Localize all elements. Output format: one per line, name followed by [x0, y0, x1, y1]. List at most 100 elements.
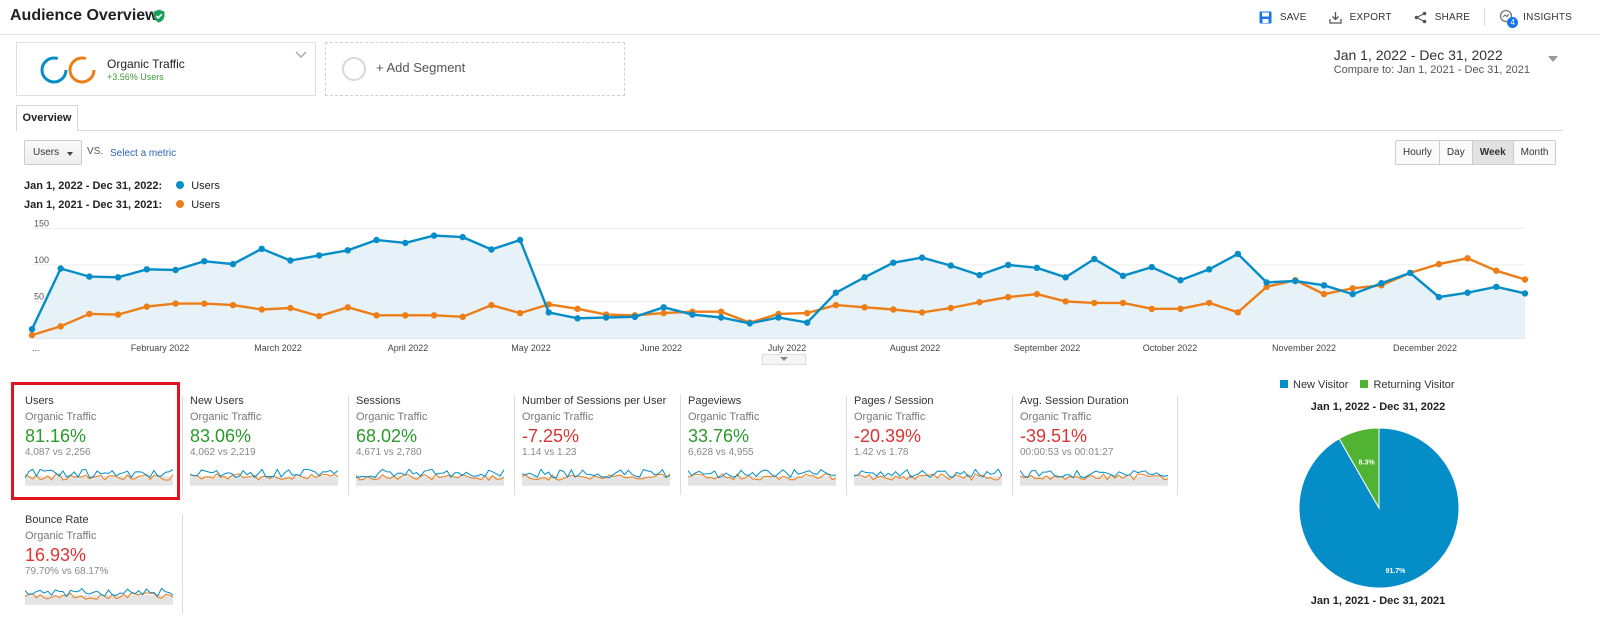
- data-point-2021[interactable]: [86, 310, 93, 318]
- data-point-2022[interactable]: [1263, 279, 1270, 286]
- data-point-2021[interactable]: [229, 301, 237, 309]
- data-point-2021[interactable]: [488, 301, 495, 309]
- users-line-chart[interactable]: 150 100 50... February 2022 March 2022 April …: [20, 215, 1530, 365]
- date-range-picker[interactable]: Jan 1, 2022 - Dec 31, 2022 Compare to: J…: [1334, 47, 1530, 76]
- data-point-2021[interactable]: [861, 304, 868, 311]
- scorecard-number-of-sessions-per-user[interactable]: Number of Sessions per User Organic Traff…: [522, 395, 678, 513]
- select-metric-link[interactable]: Select a metric: [110, 148, 177, 159]
- data-point-2022[interactable]: [430, 232, 438, 239]
- data-point-2021[interactable]: [344, 304, 351, 311]
- data-point-2021[interactable]: [804, 309, 811, 317]
- data-point-2022[interactable]: [1435, 293, 1443, 301]
- granularity-week-button[interactable]: Week: [1471, 141, 1513, 164]
- data-point-2021[interactable]: [430, 312, 438, 319]
- data-point-2021[interactable]: [832, 301, 840, 309]
- scorecard-new-users[interactable]: New Users Organic Traffic 83.06% 4,062 vs 2…: [190, 395, 346, 513]
- data-point-2021[interactable]: [1177, 305, 1184, 312]
- date-range-chevron-down-icon[interactable]: [1548, 56, 1558, 62]
- data-point-2022[interactable]: [28, 326, 36, 333]
- metric-dropdown[interactable]: Users: [24, 140, 82, 165]
- data-point-2022[interactable]: [373, 236, 380, 244]
- data-point-2022[interactable]: [344, 247, 351, 254]
- data-point-2021[interactable]: [143, 303, 150, 310]
- data-point-2021[interactable]: [459, 313, 466, 320]
- data-point-2021[interactable]: [1349, 285, 1356, 292]
- data-point-2021[interactable]: [1119, 299, 1127, 307]
- data-point-2022[interactable]: [172, 266, 179, 274]
- data-point-2022[interactable]: [1464, 289, 1471, 296]
- data-point-2021[interactable]: [717, 308, 725, 315]
- data-point-2022[interactable]: [947, 262, 954, 269]
- data-point-2022[interactable]: [201, 258, 208, 265]
- data-point-2022[interactable]: [1091, 255, 1098, 263]
- data-point-2022[interactable]: [114, 274, 122, 281]
- save-button[interactable]: SAVE: [1259, 11, 1307, 24]
- data-point-2021[interactable]: [1005, 293, 1012, 301]
- data-point-2022[interactable]: [459, 233, 466, 241]
- data-point-2021[interactable]: [918, 309, 926, 316]
- data-point-2021[interactable]: [373, 312, 380, 319]
- data-point-2021[interactable]: [1234, 309, 1242, 316]
- data-point-2021[interactable]: [1435, 260, 1443, 268]
- share-button[interactable]: SHARE: [1414, 11, 1470, 24]
- data-point-2021[interactable]: [1033, 290, 1041, 298]
- data-point-2022[interactable]: [57, 265, 64, 272]
- data-point-2022[interactable]: [1119, 272, 1127, 279]
- data-point-2022[interactable]: [1005, 261, 1012, 269]
- data-point-2021[interactable]: [1320, 290, 1328, 298]
- data-point-2022[interactable]: [287, 257, 294, 264]
- export-button[interactable]: EXPORT: [1328, 11, 1392, 24]
- tab-overview[interactable]: Overview: [16, 105, 78, 131]
- pie-slice-returning-visitor[interactable]: [1338, 427, 1380, 510]
- data-point-2021[interactable]: [258, 306, 265, 313]
- scorecard-sessions[interactable]: Sessions Organic Traffic 68.02% 4,671 vs 2,…: [356, 395, 512, 513]
- data-point-2022[interactable]: [717, 314, 725, 321]
- data-point-2021[interactable]: [57, 323, 64, 330]
- data-point-2022[interactable]: [804, 319, 811, 326]
- data-point-2021[interactable]: [1464, 255, 1471, 262]
- data-point-2022[interactable]: [1148, 263, 1156, 271]
- data-point-2022[interactable]: [1493, 283, 1500, 290]
- data-point-2021[interactable]: [1263, 283, 1270, 290]
- visitor-pie-chart[interactable]: 91.7% 8.3%: [1295, 424, 1463, 592]
- data-point-2022[interactable]: [86, 273, 93, 280]
- data-point-2021[interactable]: [315, 312, 323, 320]
- data-point-2022[interactable]: [1234, 250, 1242, 258]
- scorecard-avg-session-duration[interactable]: Avg. Session Duration Organic Traffic -39.…: [1020, 395, 1176, 513]
- data-point-2021[interactable]: [287, 304, 294, 312]
- scorecard-pageviews[interactable]: Pageviews Organic Traffic 33.76% 6,628 vs 4…: [688, 395, 844, 513]
- data-point-2022[interactable]: [660, 304, 667, 311]
- data-point-2021[interactable]: [114, 311, 122, 318]
- data-point-2022[interactable]: [1378, 280, 1385, 287]
- data-point-2021[interactable]: [1521, 276, 1529, 283]
- data-point-2021[interactable]: [1091, 299, 1098, 307]
- segment-card[interactable]: Organic Traffic +3.56% Users: [16, 42, 316, 96]
- data-point-2022[interactable]: [1521, 290, 1529, 297]
- data-point-2022[interactable]: [603, 314, 610, 321]
- data-point-2022[interactable]: [545, 309, 552, 316]
- data-point-2022[interactable]: [890, 259, 897, 266]
- scorecard-users[interactable]: Users Organic Traffic 81.16% 4,087 vs 2,256: [25, 395, 181, 513]
- data-point-2022[interactable]: [516, 236, 524, 244]
- data-point-2022[interactable]: [689, 311, 696, 318]
- data-point-2022[interactable]: [143, 266, 150, 273]
- data-point-2021[interactable]: [1493, 267, 1500, 274]
- data-point-2021[interactable]: [890, 306, 897, 313]
- data-point-2022[interactable]: [315, 252, 323, 259]
- chart-expand-handle-icon[interactable]: [762, 354, 806, 365]
- data-point-2022[interactable]: [1320, 282, 1328, 289]
- data-point-2022[interactable]: [918, 254, 926, 261]
- granularity-hourly-button[interactable]: Hourly: [1396, 141, 1439, 164]
- data-point-2022[interactable]: [1349, 290, 1356, 298]
- data-point-2021[interactable]: [1206, 299, 1213, 307]
- data-point-2021[interactable]: [660, 309, 667, 317]
- data-point-2022[interactable]: [1062, 274, 1069, 281]
- chevron-down-icon[interactable]: [295, 51, 307, 59]
- granularity-month-button[interactable]: Month: [1512, 141, 1556, 164]
- data-point-2022[interactable]: [832, 289, 840, 296]
- data-point-2022[interactable]: [1407, 269, 1414, 277]
- add-segment-button[interactable]: + Add Segment: [325, 42, 625, 96]
- data-point-2022[interactable]: [631, 313, 639, 320]
- data-point-2022[interactable]: [258, 245, 265, 252]
- data-point-2021[interactable]: [1148, 305, 1156, 312]
